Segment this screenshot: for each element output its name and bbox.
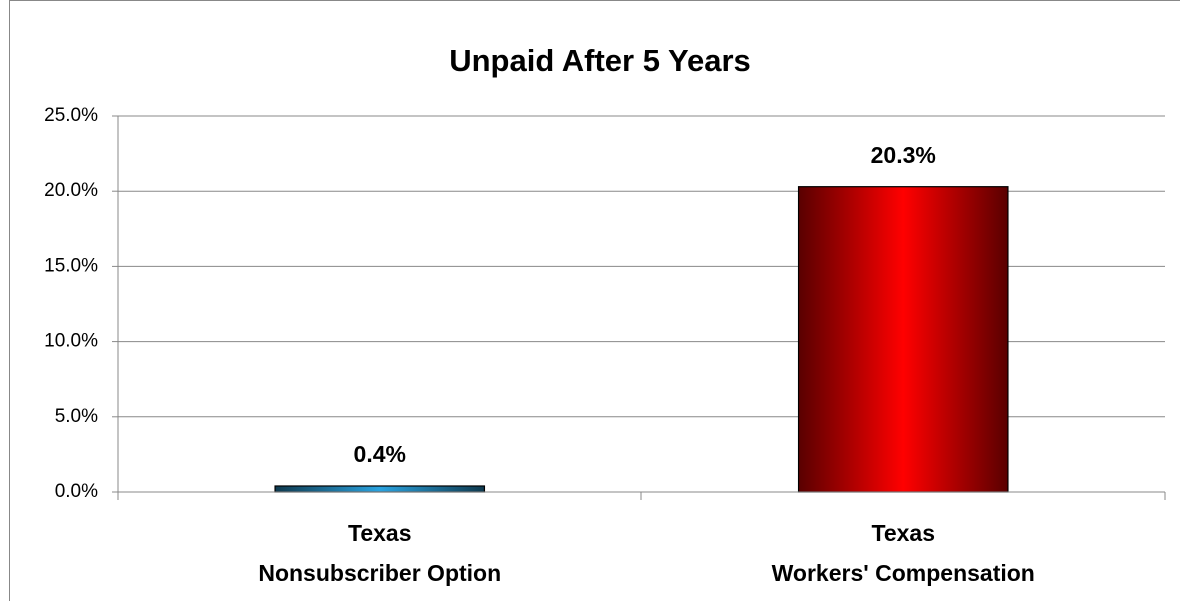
value-label: 20.3% <box>871 142 936 168</box>
y-tick-label: 15.0% <box>44 255 98 276</box>
y-tick-label: 20.0% <box>44 180 98 201</box>
chart-title: Unpaid After 5 Years <box>449 43 751 78</box>
x-tick-label: Nonsubscriber Option <box>258 560 501 586</box>
x-tick-label: Texas <box>871 520 935 546</box>
y-tick-label: 5.0% <box>55 406 98 427</box>
y-tick-label: 0.0% <box>55 481 98 502</box>
bar <box>274 485 486 493</box>
y-tick-label: 10.0% <box>44 331 98 352</box>
y-tick-label: 25.0% <box>44 105 98 126</box>
x-tick-label: Texas <box>348 520 412 546</box>
x-tick-label: Workers' Compensation <box>772 560 1035 586</box>
bar <box>797 186 1009 493</box>
value-label: 0.4% <box>354 441 406 467</box>
